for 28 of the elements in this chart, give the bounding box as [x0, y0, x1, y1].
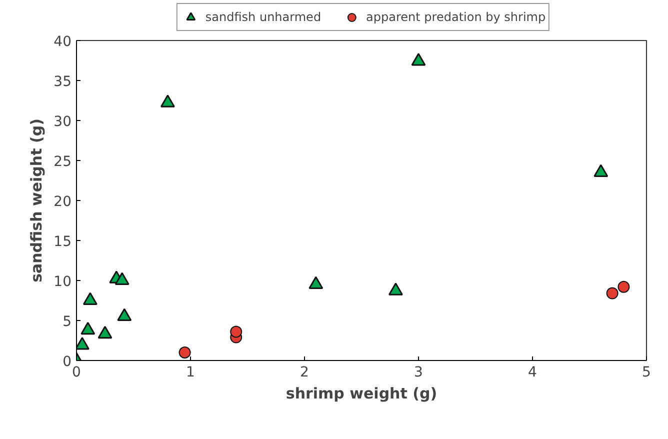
y-tick-label: 30: [54, 114, 72, 130]
y-tick-label: 35: [54, 74, 72, 90]
legend-label: sandfish unharmed: [205, 10, 322, 24]
y-tick-label: 5: [62, 314, 72, 330]
y-tick-label: 0: [62, 354, 72, 370]
x-tick-label: 5: [642, 364, 651, 380]
y-axis-title: sandfish weight (g): [28, 118, 46, 282]
x-tick-label: 3: [414, 364, 423, 380]
point: [82, 292, 98, 306]
y-tick-label: 40: [54, 34, 72, 50]
x-tick-label: 2: [300, 364, 309, 380]
legend-label: apparent predation by shrimp: [366, 10, 546, 24]
point: [594, 164, 608, 178]
x-tick-label: 4: [528, 364, 538, 380]
x-axis-title: shrimp weight (g): [286, 384, 438, 402]
x-tick-label: 1: [186, 364, 195, 380]
point: [80, 322, 96, 335]
y-tick-label: 10: [54, 274, 72, 290]
point: [98, 326, 112, 339]
point: [114, 272, 130, 286]
point: [388, 282, 403, 296]
point: [160, 94, 175, 108]
y-tick-label: 15: [54, 234, 72, 250]
point: [308, 276, 324, 290]
point: [411, 53, 426, 66]
y-tick-label: 20: [54, 194, 72, 210]
y-tick-label: 25: [54, 154, 72, 170]
point: [117, 308, 132, 322]
